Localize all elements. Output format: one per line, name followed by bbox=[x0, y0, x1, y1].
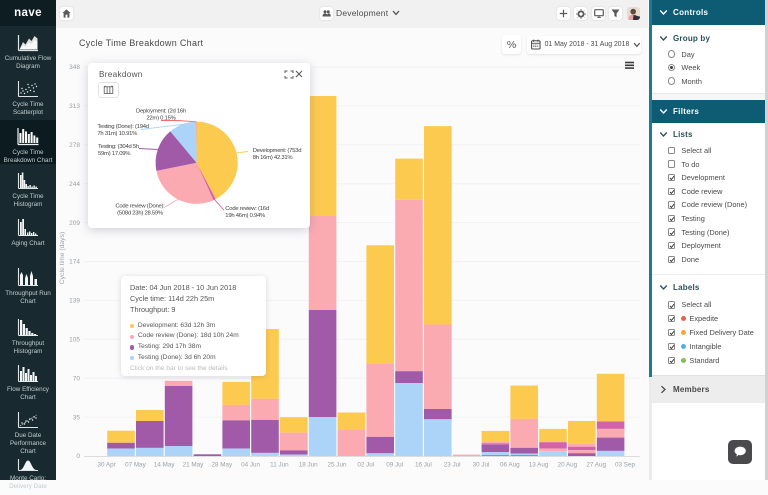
svg-text:348: 348 bbox=[69, 64, 80, 71]
svg-text:Development: (753d: Development: (753d bbox=[253, 148, 302, 154]
svg-text:07 May: 07 May bbox=[125, 462, 147, 469]
svg-text:105: 105 bbox=[69, 337, 80, 344]
svg-text:30 Apr: 30 Apr bbox=[97, 462, 115, 469]
svg-text:0: 0 bbox=[76, 453, 80, 460]
svg-text:70: 70 bbox=[73, 375, 81, 382]
svg-text:28 May: 28 May bbox=[211, 462, 233, 469]
svg-text:Code review: (16d: Code review: (16d bbox=[225, 206, 269, 212]
svg-text:25 Jun: 25 Jun bbox=[328, 462, 347, 469]
svg-text:23 Jul: 23 Jul bbox=[444, 462, 461, 469]
svg-text:03 Sep: 03 Sep bbox=[615, 462, 635, 469]
svg-text:09 Jul: 09 Jul bbox=[386, 462, 403, 469]
svg-text:13 Aug: 13 Aug bbox=[529, 462, 549, 469]
svg-text:22m) 0.15%: 22m) 0.15% bbox=[146, 116, 176, 122]
svg-text:7h 31m) 10.91%: 7h 31m) 10.91% bbox=[97, 131, 138, 137]
svg-text:Testing: (304d 5h: Testing: (304d 5h bbox=[98, 144, 139, 150]
svg-text:16 Jul: 16 Jul bbox=[415, 462, 432, 469]
svg-text:174: 174 bbox=[69, 259, 80, 266]
svg-text:02 Jul: 02 Jul bbox=[357, 462, 374, 469]
svg-text:59m) 17.09%: 59m) 17.09% bbox=[98, 151, 131, 157]
svg-text:139: 139 bbox=[69, 298, 80, 305]
svg-text:Testing (Done): (194d: Testing (Done): (194d bbox=[97, 124, 148, 130]
svg-text:19h 46m) 0.94%: 19h 46m) 0.94% bbox=[225, 213, 266, 219]
svg-text:(508d 23h) 28.59%: (508d 23h) 28.59% bbox=[117, 211, 164, 217]
svg-text:18 Jun: 18 Jun bbox=[299, 462, 318, 469]
svg-text:27 Aug: 27 Aug bbox=[586, 462, 606, 469]
svg-text:35: 35 bbox=[73, 414, 81, 421]
svg-text:Cycle time (days): Cycle time (days) bbox=[59, 232, 66, 285]
svg-text:Deployment: (2d 16h: Deployment: (2d 16h bbox=[136, 109, 186, 115]
svg-text:313: 313 bbox=[69, 103, 80, 110]
svg-text:21 May: 21 May bbox=[183, 462, 205, 469]
svg-text:06 Aug: 06 Aug bbox=[500, 462, 520, 469]
svg-text:11 Jun: 11 Jun bbox=[270, 462, 289, 469]
svg-text:30 Jul: 30 Jul bbox=[473, 462, 490, 469]
svg-text:244: 244 bbox=[69, 181, 80, 188]
svg-text:Code review (Done):: Code review (Done): bbox=[115, 203, 165, 209]
svg-text:20 Aug: 20 Aug bbox=[558, 462, 578, 469]
svg-text:8h 16m) 42.31%: 8h 16m) 42.31% bbox=[253, 155, 294, 161]
svg-text:14 May: 14 May bbox=[154, 462, 176, 469]
svg-text:278: 278 bbox=[69, 142, 80, 149]
svg-text:209: 209 bbox=[69, 220, 80, 227]
svg-text:04 Jun: 04 Jun bbox=[241, 462, 260, 469]
